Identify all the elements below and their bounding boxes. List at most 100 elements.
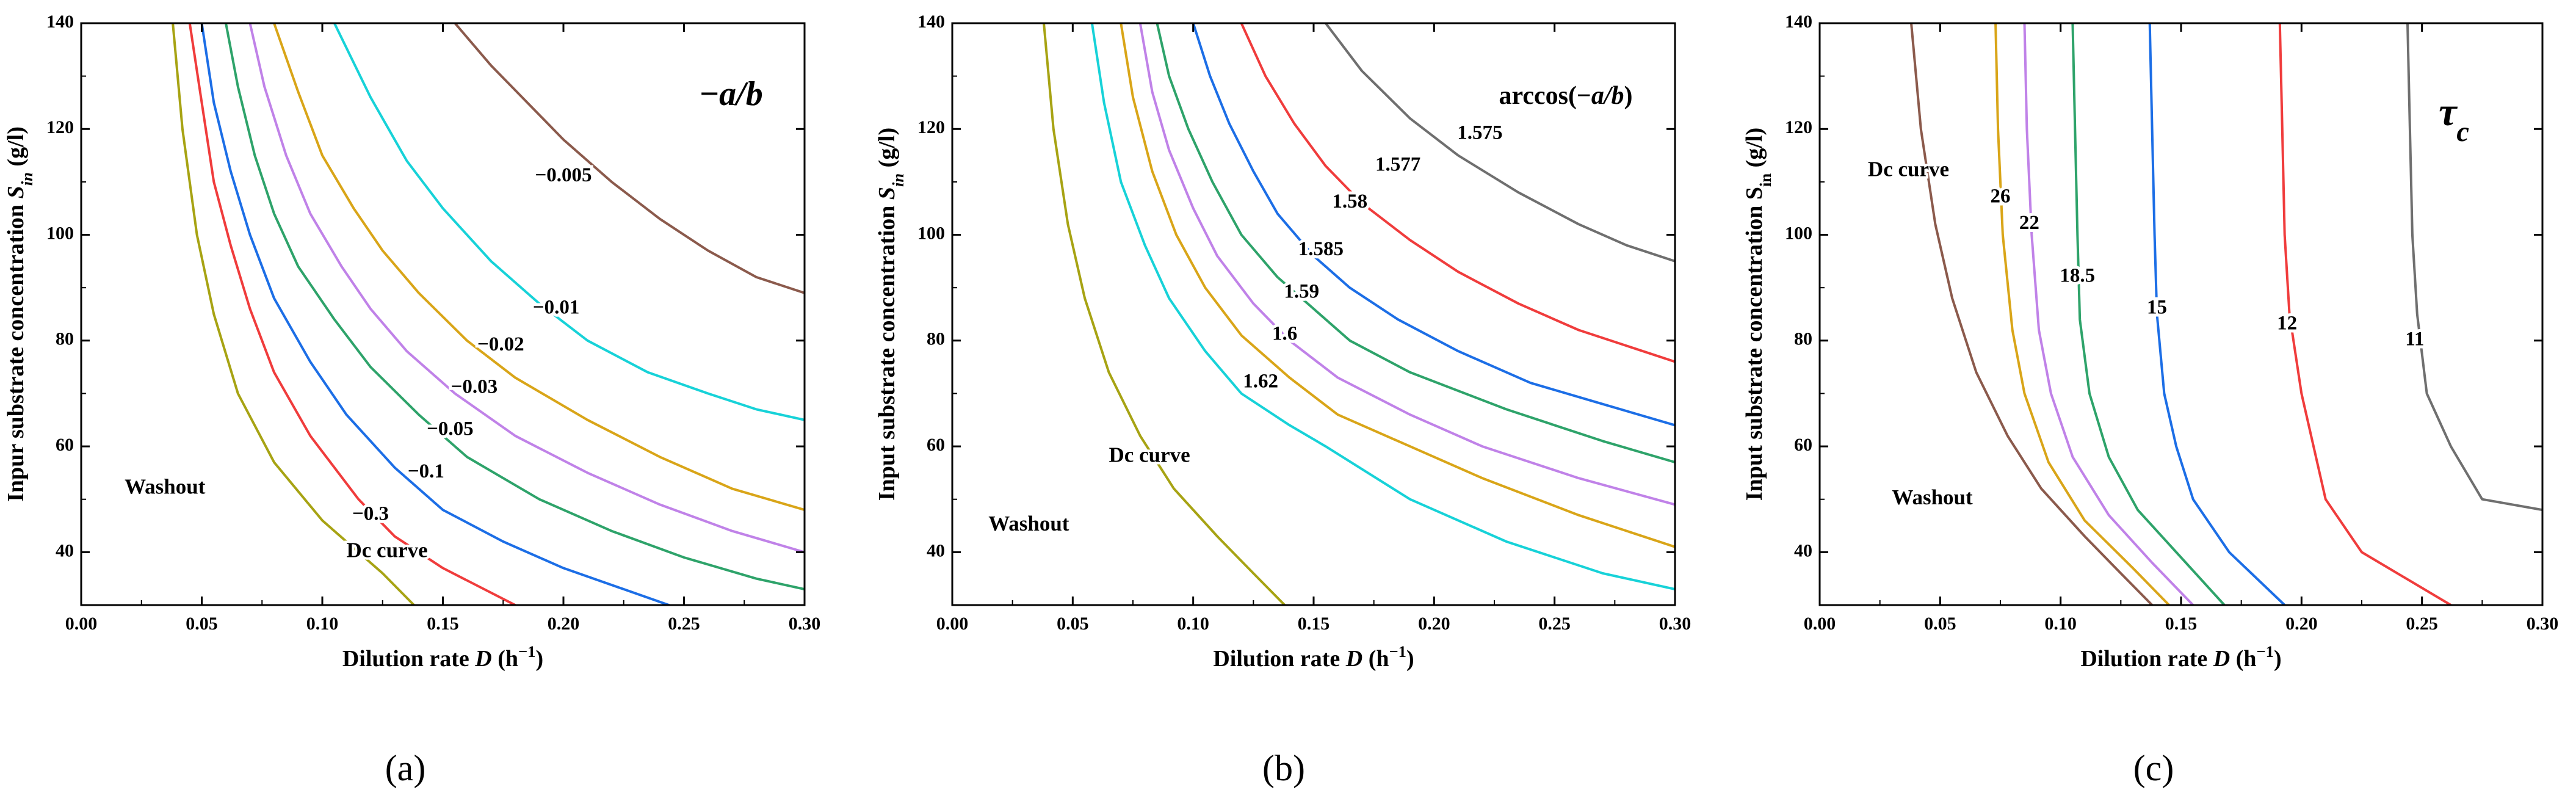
annotation-washout: Washout	[988, 512, 1069, 535]
x-tick-label: 0.25	[1538, 614, 1571, 634]
contour-label: 12	[2277, 312, 2297, 334]
contour-line-7	[1325, 23, 1675, 263]
x-tick-label: 0.00	[1804, 614, 1836, 634]
annotation-washout: Washout	[125, 474, 206, 498]
x-tick-label: 0.20	[2285, 614, 2318, 634]
contour-label: 1.585	[1298, 238, 1344, 260]
contour-label: 18.5	[2060, 264, 2095, 286]
chart-panel-1: −0.3 −0.1 −0.05 −0.03 −0.02 −0.01 −0.005 Washou…	[3, 12, 820, 788]
y-tick-label: 40	[56, 540, 74, 560]
contour-label: 1.59	[1284, 280, 1319, 302]
x-tick-label: 0.00	[65, 614, 98, 634]
contour-line-6	[333, 23, 805, 421]
contour-line-0	[1043, 23, 1286, 605]
x-tick-label: 0.10	[1177, 614, 1209, 634]
contour-line-0	[172, 23, 415, 605]
panel-title: arccos(−a/b)	[1499, 82, 1632, 110]
contour-label: −0.05	[427, 418, 474, 440]
contour-line-7	[454, 23, 805, 294]
x-tick-label: 0.30	[789, 614, 821, 634]
contour-label: −0.005	[535, 164, 592, 186]
panel-caption: (b)	[1262, 748, 1305, 788]
contour-label: 1.62	[1243, 371, 1278, 393]
contour-label: −0.3	[352, 502, 389, 524]
plot-frame	[1818, 22, 2544, 606]
contour-line-6	[1240, 23, 1675, 363]
y-axis-title: Input substrate concentration Sin (g/l)	[874, 128, 907, 501]
x-tick-label: 0.00	[936, 614, 969, 634]
contour-line-2	[200, 23, 673, 605]
x-tick-label: 0.10	[306, 614, 339, 634]
x-axis-title: Dilution rate D (h−1)	[342, 642, 543, 672]
y-tick-label: 60	[56, 435, 74, 455]
contour-label: 26	[1991, 185, 2011, 207]
x-tick-label: 0.20	[548, 614, 580, 634]
y-tick-label: 100	[917, 223, 945, 243]
annotation-washout: Washout	[1892, 485, 1973, 509]
y-tick-label: 100	[1785, 223, 1812, 243]
contour-label: 15	[2147, 296, 2167, 318]
contour-label: 1.6	[1272, 323, 1297, 345]
y-tick-label: 40	[927, 540, 945, 560]
contour-line-2	[2023, 23, 2194, 605]
y-tick-label: 80	[1794, 329, 1812, 349]
contour-line-4	[1156, 23, 1675, 464]
y-tick-label: 80	[56, 329, 74, 349]
panel-title: τc	[2439, 90, 2469, 147]
y-tick-label: 80	[927, 329, 945, 349]
x-tick-label: 0.30	[2527, 614, 2559, 634]
contour-line-1	[1994, 23, 2170, 605]
chart-panel-2: 1.62 1.6 1.59 1.585 1.58 1.577 1.575 Washout Dc …	[874, 12, 1691, 788]
y-tick-label: 120	[917, 117, 945, 137]
contour-line-2	[1120, 23, 1675, 548]
annotation-dc-curve: Dc curve	[347, 538, 428, 562]
contour-line-1	[1090, 23, 1675, 590]
y-axis-title: Input substrate concentration Sin (g/l)	[1742, 128, 1775, 501]
contour-line-4	[2148, 23, 2286, 605]
x-tick-label: 0.20	[1418, 614, 1450, 634]
panel-caption: (a)	[385, 748, 426, 788]
x-tick-label: 0.15	[1298, 614, 1330, 634]
x-axis-title: Dilution rate D (h−1)	[2080, 642, 2281, 672]
contour-label: 22	[2019, 212, 2039, 234]
contour-label: −0.01	[533, 296, 580, 318]
x-tick-label: 0.05	[186, 614, 218, 634]
y-axis-title: Inpur substrate concentration Sin (g/l)	[3, 126, 36, 502]
x-tick-label: 0.25	[2406, 614, 2438, 634]
contour-label: −0.03	[451, 375, 498, 397]
x-tick-label: 0.15	[2165, 614, 2198, 634]
contour-line-5	[2278, 23, 2452, 605]
contour-label: −0.02	[477, 333, 524, 355]
contour-label: 1.577	[1375, 153, 1420, 175]
y-tick-label: 60	[927, 435, 945, 455]
contour-label: 1.58	[1332, 190, 1367, 212]
y-tick-label: 140	[917, 12, 945, 32]
y-tick-label: 100	[46, 223, 74, 243]
x-tick-label: 0.05	[1924, 614, 1956, 634]
contour-line-1	[188, 23, 516, 605]
chart-panel-3: 26 22 18.5 15 12 11 Washout Dc curve 0.00 0.05 0.1…	[1742, 12, 2558, 788]
contour-line-3	[225, 23, 805, 590]
contour-label: 11	[2405, 328, 2424, 350]
contour-line-6	[2406, 23, 2542, 512]
y-tick-label: 40	[1794, 540, 1812, 560]
y-tick-label: 120	[46, 117, 74, 137]
y-tick-label: 140	[46, 12, 74, 32]
contour-label: 1.575	[1457, 122, 1502, 144]
annotation-dc-curve: Dc curve	[1868, 158, 1949, 181]
x-tick-label: 0.15	[427, 614, 459, 634]
y-tick-label: 60	[1794, 435, 1812, 455]
x-tick-label: 0.30	[1659, 614, 1691, 634]
x-tick-label: 0.10	[2044, 614, 2077, 634]
panel-caption: (c)	[2133, 748, 2174, 788]
contour-line-4	[248, 23, 805, 554]
x-tick-label: 0.25	[668, 614, 700, 634]
contour-label: −0.1	[408, 460, 444, 482]
panel-title: −a/b	[700, 75, 762, 113]
contour-line-3	[1138, 23, 1675, 506]
annotation-dc-curve: Dc curve	[1109, 443, 1190, 466]
y-tick-label: 140	[1785, 12, 1812, 32]
y-tick-label: 120	[1785, 117, 1812, 137]
x-axis-title: Dilution rate D (h−1)	[1213, 642, 1414, 672]
